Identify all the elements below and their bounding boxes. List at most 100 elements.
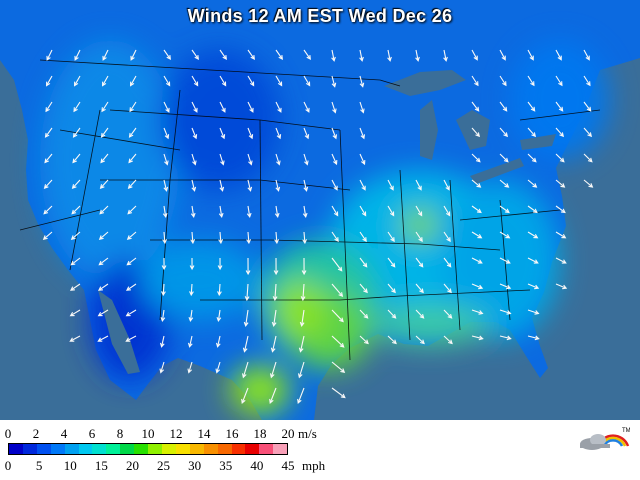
wind-arrow	[46, 49, 53, 61]
wind-arrow	[302, 231, 308, 245]
wind-arrow	[331, 75, 337, 88]
wind-arrow	[331, 101, 337, 114]
wind-arrow	[130, 75, 137, 87]
legend-mph-tick: 15	[94, 458, 108, 473]
wind-arrow	[583, 101, 592, 112]
wind-arrow	[359, 49, 364, 62]
wind-arrow	[125, 283, 137, 291]
wind-arrow	[359, 283, 368, 294]
wind-arrow	[163, 127, 170, 140]
wind-arrow	[247, 101, 254, 113]
wind-arrow	[583, 127, 593, 138]
weather-logo-icon: TM	[580, 428, 630, 450]
wind-arrow	[499, 335, 512, 341]
legend-swatch	[92, 444, 107, 454]
wind-arrow	[359, 309, 369, 319]
wind-arrow	[359, 153, 366, 166]
wind-arrow	[161, 283, 166, 297]
wind-arrow	[415, 335, 425, 345]
wind-arrow	[74, 75, 81, 87]
wind-arrow	[359, 75, 365, 88]
map-title: Winds 12 AM EST Wed Dec 26	[187, 6, 453, 26]
wind-arrow	[387, 179, 394, 191]
wind-arrow	[443, 335, 453, 345]
legend-ms-tick: 10	[141, 426, 155, 441]
legend-mph-tick: 35	[219, 458, 233, 473]
wind-arrow	[275, 75, 283, 87]
wind-arrow	[191, 153, 197, 166]
wind-arrow	[527, 179, 538, 188]
wind-arrow	[190, 231, 196, 245]
wind-arrow	[219, 153, 225, 166]
wind-arrow	[443, 283, 452, 294]
wind-arrow	[219, 49, 227, 60]
wind-arrow	[99, 179, 109, 189]
wind-arrow	[331, 283, 344, 298]
wind-arrow	[98, 257, 109, 266]
wind-arrow	[471, 75, 479, 87]
wind-arrow	[246, 231, 252, 245]
wind-arrow	[359, 231, 367, 243]
wind-arrow	[159, 361, 165, 374]
legend-swatch	[120, 444, 135, 454]
wind-arrow	[187, 335, 193, 348]
wind-arrow	[69, 335, 81, 342]
wind-arrow	[415, 309, 425, 319]
wind-arrow	[163, 179, 169, 192]
wind-arrow	[269, 387, 277, 404]
wind-arrow	[130, 49, 137, 61]
wind-arrow	[241, 361, 249, 379]
wind-arrow	[126, 231, 137, 240]
wind-arrow	[98, 231, 109, 240]
wind-arrow	[331, 361, 346, 373]
legend-ms-tick: 2	[32, 426, 40, 441]
wind-arrow	[499, 231, 511, 239]
wind-arrow	[191, 179, 197, 192]
wind-arrow	[44, 127, 53, 138]
wind-arrow	[527, 49, 534, 61]
wind-arrow	[331, 49, 336, 62]
wind-arrow	[443, 49, 448, 62]
wind-arrow	[359, 335, 369, 345]
wind-arrow	[243, 309, 249, 327]
wind-arrow	[218, 205, 224, 218]
wind-arrow	[70, 231, 81, 240]
legend-mph-tick: 20	[125, 458, 139, 473]
wind-arrow	[387, 49, 392, 62]
legend-mph-tick: 30	[188, 458, 202, 473]
wind-arrow	[499, 75, 507, 87]
wind-arrow	[303, 179, 309, 192]
wind-arrow	[274, 205, 280, 218]
legend-mph-tick: 25	[157, 458, 171, 473]
wind-arrow	[527, 309, 540, 315]
wind-arrow	[69, 283, 81, 291]
legend-swatch	[245, 444, 260, 454]
wind-arrow	[247, 179, 253, 192]
wind-arrow	[471, 309, 484, 315]
wind-arrow	[443, 205, 451, 217]
wind-arrow	[499, 179, 510, 188]
wind-arrow	[42, 231, 53, 240]
wind-arrow	[162, 205, 168, 218]
wind-arrow	[247, 49, 255, 60]
wind-arrow	[45, 101, 53, 113]
wind-arrow	[527, 335, 540, 341]
legend-ms-tick: 18	[253, 426, 267, 441]
legend-mph-unit: mph	[302, 458, 326, 473]
wind-arrow	[274, 231, 280, 245]
wind-arrow	[359, 101, 365, 114]
wind-arrow	[219, 101, 226, 113]
wind-arrow	[245, 257, 251, 276]
wind-arrow	[331, 257, 343, 272]
wind-arrow	[247, 127, 254, 140]
wind-arrow	[247, 75, 255, 87]
wind-arrow	[218, 231, 224, 245]
wind-arrow	[97, 283, 109, 291]
wind-arrow	[215, 361, 221, 374]
wind-arrow	[275, 179, 281, 192]
wind-arrow	[555, 231, 567, 239]
legend-swatch	[231, 444, 246, 454]
legend-swatch	[9, 444, 23, 454]
legend-swatch	[161, 444, 176, 454]
wind-arrow	[189, 257, 195, 271]
